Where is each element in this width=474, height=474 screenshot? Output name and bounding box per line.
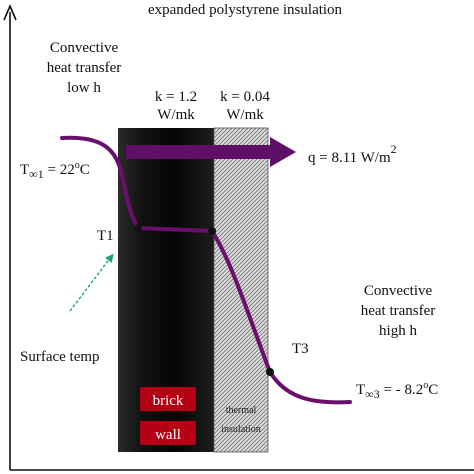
high-h-label: high h — [379, 323, 417, 339]
insulation-label: insulation — [221, 424, 260, 435]
insulation-layer — [213, 127, 269, 453]
insulation-conductivity-unit: W/mk — [226, 107, 264, 123]
heat-transfer-label-right: heat transfer — [361, 303, 436, 319]
t3-label: T3 — [292, 341, 309, 357]
heat-flux-label: q = 8.11 W/m2 — [308, 142, 397, 166]
t1-label: T1 — [97, 228, 114, 244]
heat-flux-arrow-head — [270, 137, 296, 167]
convective-label-right: Convective — [364, 283, 433, 299]
surface-temp-label: Surface temp — [20, 349, 100, 365]
insulation-conductivity: k = 0.04 — [220, 89, 270, 105]
page-title: expanded polystyrene insulation — [148, 2, 343, 18]
t1-point — [134, 224, 142, 232]
brick-conductivity: k = 1.2 — [155, 89, 197, 105]
heat-transfer-label-left: heat transfer — [47, 60, 122, 76]
low-h-label: low h — [67, 80, 101, 96]
heat-flux-arrow-shaft — [126, 145, 276, 159]
thermal-label: thermal — [226, 405, 257, 416]
inside-temperature-label: T∞1 = 22oC — [20, 160, 90, 181]
surface-temp-arrow — [69, 253, 114, 312]
y-axis-arrowhead — [3, 3, 17, 21]
convective-label-left: Convective — [50, 40, 119, 56]
t3-point — [266, 368, 274, 376]
outside-temperature-label: T∞3 = - 8.2oC — [356, 380, 438, 401]
brick-label: brick — [153, 393, 184, 409]
interface-point — [208, 227, 216, 235]
wall-label-box — [140, 421, 196, 445]
temperature-profile — [60, 135, 352, 405]
wall-label: wall — [155, 427, 181, 443]
brick-label-box — [140, 387, 196, 411]
brick-conductivity-unit: W/mk — [157, 107, 195, 123]
